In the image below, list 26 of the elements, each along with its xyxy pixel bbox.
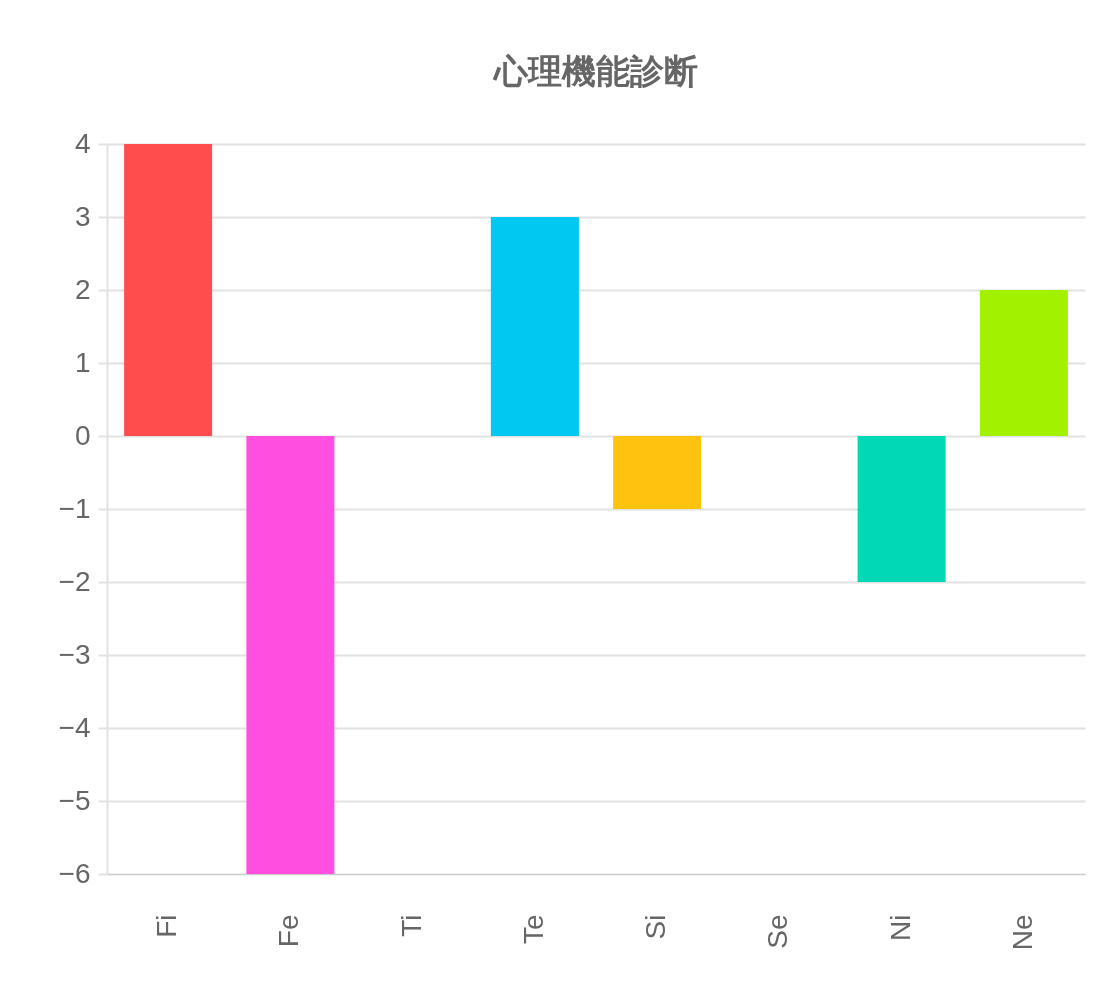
chart-title: 心理機能診断 (492, 52, 698, 90)
y-tick-label: 3 (74, 200, 91, 232)
bar (124, 144, 213, 436)
x-tick-label: Se (762, 914, 794, 949)
x-tick-label: Ne (1006, 914, 1038, 951)
bar (490, 217, 579, 436)
y-tick-label: −2 (58, 565, 91, 597)
x-tick-label: Fi (151, 914, 183, 938)
y-tick-label: −3 (58, 638, 91, 670)
y-tick-label: 1 (74, 346, 91, 378)
x-tick-label: Ti (395, 914, 427, 937)
x-tick-label: Si (640, 914, 672, 940)
y-tick-label: −5 (58, 784, 91, 816)
y-tick-label: −6 (58, 857, 91, 889)
bar (246, 436, 335, 874)
x-tick-label: Te (517, 914, 549, 945)
y-tick-label: 4 (74, 127, 91, 159)
y-tick-label: 2 (74, 273, 91, 305)
x-tick-label: Ni (884, 914, 916, 941)
y-tick-label: −1 (58, 492, 91, 524)
y-tick-label: −4 (58, 711, 91, 743)
y-tick-label: 0 (74, 419, 91, 451)
bar (857, 436, 946, 582)
x-tick-label: Fe (273, 914, 305, 948)
bar (979, 290, 1068, 436)
bar (613, 436, 702, 509)
